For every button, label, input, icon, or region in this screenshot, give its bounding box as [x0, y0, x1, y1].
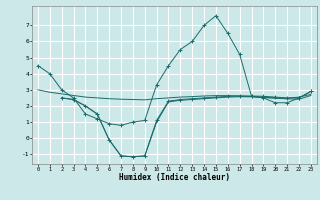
X-axis label: Humidex (Indice chaleur): Humidex (Indice chaleur) [119, 173, 230, 182]
